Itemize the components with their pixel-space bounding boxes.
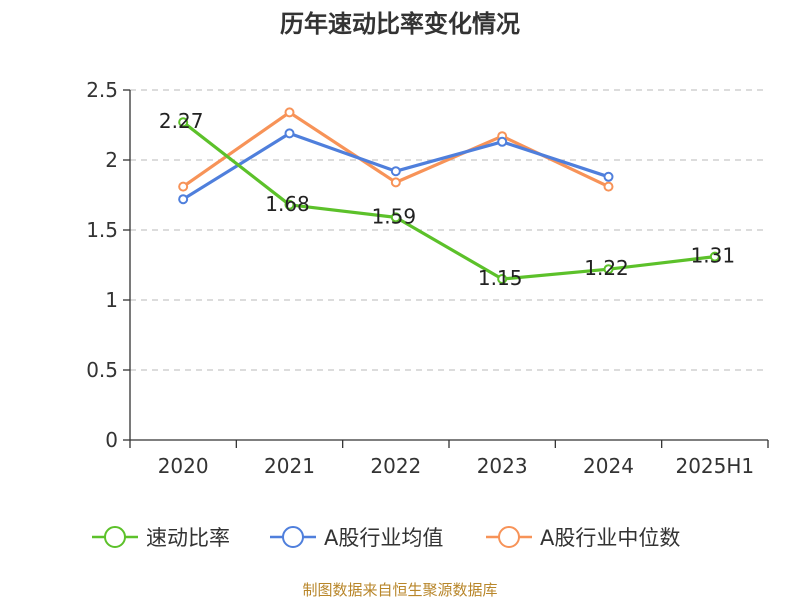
legend-item-0[interactable]: 速动比率 xyxy=(92,526,230,550)
data-point[interactable] xyxy=(284,199,295,210)
data-point[interactable] xyxy=(603,181,614,192)
y-tick-label: 0.5 xyxy=(86,358,118,382)
legend-marker-icon xyxy=(498,526,520,548)
legend-label: A股行业均值 xyxy=(324,526,443,550)
data-label: 1.15 xyxy=(478,266,523,290)
data-point[interactable] xyxy=(603,171,614,182)
legend-item-1[interactable]: A股行业均值 xyxy=(270,526,443,550)
legend-label: A股行业中位数 xyxy=(540,526,680,550)
legend[interactable]: 速动比率 A股行业均值 A股行业中位数 xyxy=(92,526,680,550)
x-tick-label: 2021 xyxy=(264,454,315,478)
legend-item-2[interactable]: A股行业中位数 xyxy=(486,526,680,550)
data-point[interactable] xyxy=(390,212,401,223)
x-tick-label: 2023 xyxy=(477,454,528,478)
legend-marker-icon xyxy=(104,526,126,548)
data-point[interactable] xyxy=(390,166,401,177)
data-label: 2.27 xyxy=(159,109,204,133)
x-tick-label: 2025H1 xyxy=(675,454,754,478)
series-line xyxy=(182,120,716,281)
series-2 xyxy=(178,107,614,192)
legend-label: 速动比率 xyxy=(146,526,230,550)
data-point[interactable] xyxy=(497,136,508,147)
series-layer xyxy=(178,107,720,284)
data-point[interactable] xyxy=(178,181,189,192)
x-tick-label: 2024 xyxy=(583,454,634,478)
series-1 xyxy=(178,128,614,205)
grid-lines xyxy=(130,89,768,371)
data-label: 1.68 xyxy=(265,192,310,216)
data-point[interactable] xyxy=(497,274,508,284)
data-label: 1.31 xyxy=(691,244,736,268)
x-tick-label: 2020 xyxy=(158,454,209,478)
y-tick-label: 2.5 xyxy=(86,78,118,102)
legend-marker-icon xyxy=(282,526,304,548)
y-tick-label: 1.5 xyxy=(86,218,118,242)
data-label: 1.22 xyxy=(584,256,629,280)
series-0 xyxy=(178,117,720,284)
x-tick-label: 2022 xyxy=(370,454,421,478)
data-point[interactable] xyxy=(709,251,720,262)
chart-title: 历年速动比率变化情况 xyxy=(280,10,520,38)
data-labels: 2.27 1.68 1.59 1.15 1.22 1.31 xyxy=(159,109,735,290)
axes xyxy=(129,90,768,441)
y-axis-ticks: 0 0.5 1 1.5 2 2.5 xyxy=(86,78,130,452)
data-label: 1.59 xyxy=(372,204,417,228)
y-tick-label: 0 xyxy=(105,428,118,452)
data-point[interactable] xyxy=(390,177,401,188)
data-point[interactable] xyxy=(603,264,614,275)
data-point[interactable] xyxy=(284,128,295,139)
data-point[interactable] xyxy=(178,117,189,128)
source-note: 制图数据来自恒生聚源数据库 xyxy=(302,581,497,599)
x-axis-ticks: 2020 2021 2022 2023 2024 2025H1 xyxy=(129,440,769,478)
y-tick-label: 1 xyxy=(105,288,118,312)
y-tick-label: 2 xyxy=(105,148,118,172)
data-point[interactable] xyxy=(178,194,189,205)
data-point[interactable] xyxy=(284,107,295,118)
